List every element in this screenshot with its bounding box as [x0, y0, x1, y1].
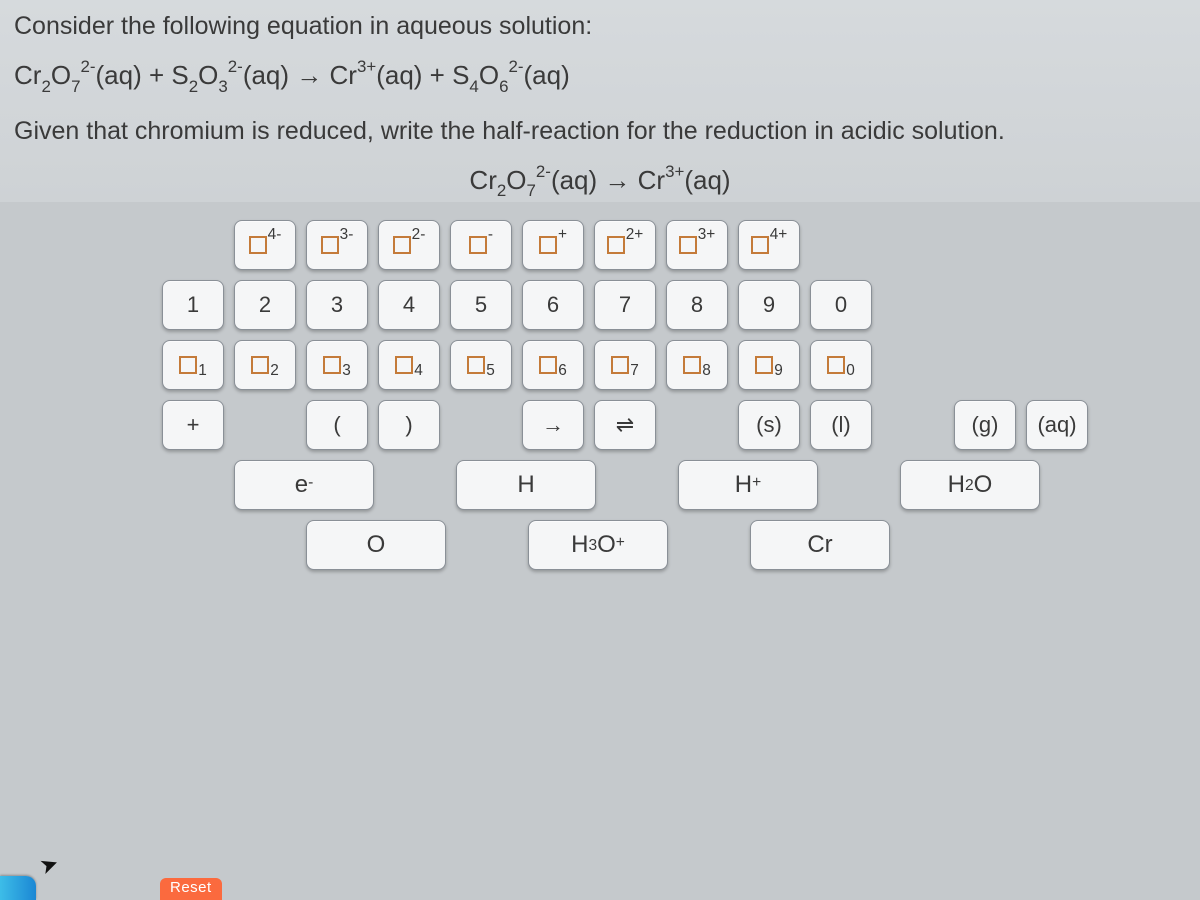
row-symbols: + ( ) → ⇌ (s) (l) (g) (aq): [162, 400, 1200, 450]
key-digit-6[interactable]: 6: [522, 280, 584, 330]
key-sub-6[interactable]: 6: [522, 340, 584, 390]
row-subscripts: 1 2 3 4 5 6 7 8 9 0: [162, 340, 1200, 390]
key-sub-2[interactable]: 2: [234, 340, 296, 390]
key-digit-7[interactable]: 7: [594, 280, 656, 330]
question-intro: Consider the following equation in aqueo…: [14, 10, 1186, 44]
mouse-cursor-icon: ➤: [36, 850, 62, 881]
key-sub-8[interactable]: 8: [666, 340, 728, 390]
key-electron[interactable]: e-: [234, 460, 374, 510]
key-sub-9[interactable]: 9: [738, 340, 800, 390]
key-sup-2plus[interactable]: 2+: [594, 220, 656, 270]
key-sub-1[interactable]: 1: [162, 340, 224, 390]
key-Cr[interactable]: Cr: [750, 520, 890, 570]
question-instruction: Given that chromium is reduced, write th…: [14, 115, 1186, 149]
key-digit-4[interactable]: 4: [378, 280, 440, 330]
key-arrow[interactable]: →: [522, 400, 584, 450]
key-digit-2[interactable]: 2: [234, 280, 296, 330]
key-digit-1[interactable]: 1: [162, 280, 224, 330]
full-equation: Cr2O72-(aq) + S2O32-(aq) → Cr3+(aq) + S4…: [14, 58, 1186, 97]
key-O[interactable]: O: [306, 520, 446, 570]
key-state-l[interactable]: (l): [810, 400, 872, 450]
key-digit-5[interactable]: 5: [450, 280, 512, 330]
key-sub-7[interactable]: 7: [594, 340, 656, 390]
key-sup-2minus[interactable]: 2-: [378, 220, 440, 270]
key-lparen[interactable]: (: [306, 400, 368, 450]
key-sub-4[interactable]: 4: [378, 340, 440, 390]
key-Hplus[interactable]: H+: [678, 460, 818, 510]
key-H3O[interactable]: H3O+: [528, 520, 668, 570]
half-reaction-display: Cr2O72-(aq) → Cr3+(aq): [14, 163, 1186, 202]
row-superscripts: 4- 3- 2- - + 2+ 3+ 4+: [162, 220, 1200, 270]
key-rparen[interactable]: ): [378, 400, 440, 450]
key-H2O[interactable]: H2O: [900, 460, 1040, 510]
key-plus[interactable]: +: [162, 400, 224, 450]
key-digit-8[interactable]: 8: [666, 280, 728, 330]
row-species-2: O H3O+ Cr: [162, 520, 1200, 570]
key-sup-4minus[interactable]: 4-: [234, 220, 296, 270]
key-sub-5[interactable]: 5: [450, 340, 512, 390]
taskbar-corner-icon: [0, 876, 36, 900]
equation-keypad: 4- 3- 2- - + 2+ 3+ 4+ 1 2 3 4 5 6 7 8 9 …: [0, 220, 1200, 570]
key-equilibrium[interactable]: ⇌: [594, 400, 656, 450]
key-sup-3minus[interactable]: 3-: [306, 220, 368, 270]
key-H[interactable]: H: [456, 460, 596, 510]
key-sub-0[interactable]: 0: [810, 340, 872, 390]
key-sup-minus[interactable]: -: [450, 220, 512, 270]
key-sup-3plus[interactable]: 3+: [666, 220, 728, 270]
key-digit-9[interactable]: 9: [738, 280, 800, 330]
key-state-g[interactable]: (g): [954, 400, 1016, 450]
key-sup-4plus[interactable]: 4+: [738, 220, 800, 270]
key-state-aq[interactable]: (aq): [1026, 400, 1088, 450]
key-digit-0[interactable]: 0: [810, 280, 872, 330]
key-state-s[interactable]: (s): [738, 400, 800, 450]
key-sub-3[interactable]: 3: [306, 340, 368, 390]
key-sup-plus[interactable]: +: [522, 220, 584, 270]
row-digits: 1 2 3 4 5 6 7 8 9 0: [162, 280, 1200, 330]
reset-button[interactable]: Reset: [160, 878, 222, 900]
row-species-1: e- H H+ H2O: [162, 460, 1200, 510]
key-digit-3[interactable]: 3: [306, 280, 368, 330]
